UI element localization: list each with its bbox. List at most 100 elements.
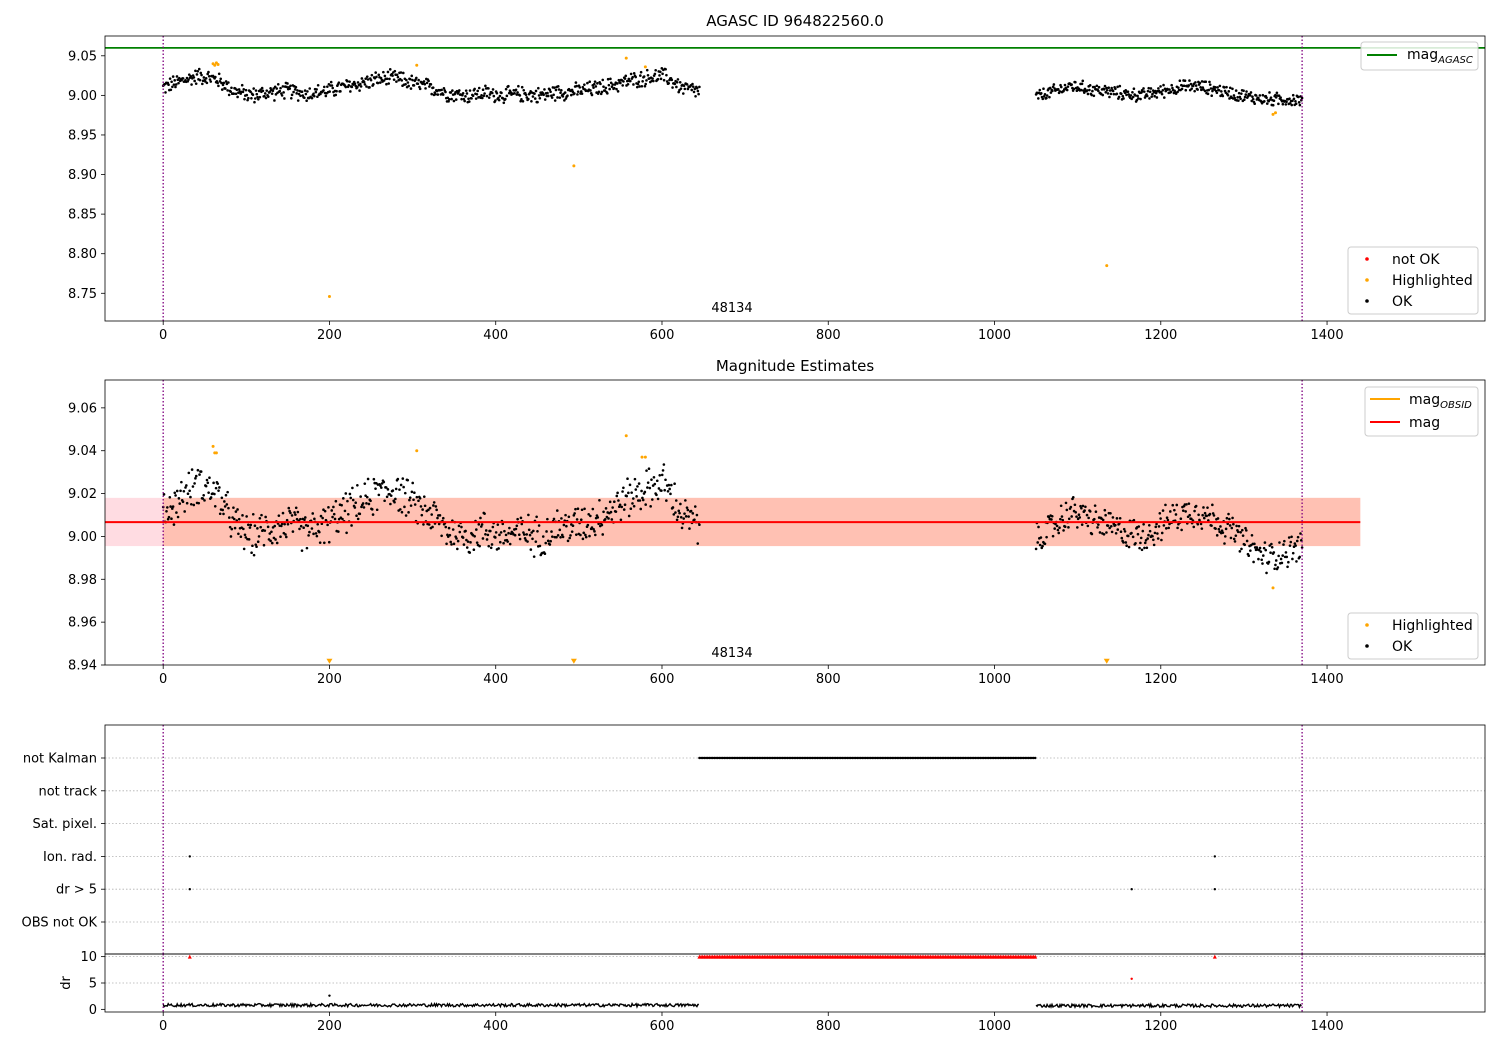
- ok-point: [351, 498, 355, 502]
- ok-point: [450, 97, 453, 101]
- ok-point: [516, 91, 519, 94]
- ok-point: [209, 496, 213, 499]
- ok-point: [266, 525, 270, 529]
- ok-point: [303, 89, 307, 92]
- ok-point: [1125, 544, 1128, 548]
- flag-point: [1130, 888, 1133, 891]
- ok-point: [300, 549, 304, 552]
- ok-point: [1160, 538, 1163, 542]
- ok-point: [610, 85, 614, 89]
- ok-point: [164, 91, 167, 94]
- ok-point: [415, 495, 419, 499]
- ok-point: [1112, 92, 1116, 96]
- y-tick-label: 8.94: [68, 659, 97, 674]
- ok-point: [1103, 508, 1107, 512]
- ok-point: [240, 83, 244, 87]
- ok-point: [1149, 87, 1153, 90]
- ok-point: [205, 81, 209, 85]
- ok-point: [671, 86, 674, 89]
- legend-marker: [1365, 257, 1369, 261]
- legend-marker: [1365, 299, 1369, 303]
- flag-point: [929, 756, 932, 760]
- flag-point: [811, 756, 814, 760]
- ok-point: [1233, 540, 1237, 543]
- ok-point: [216, 81, 219, 85]
- ok-point: [249, 90, 252, 94]
- flag-point: [989, 756, 992, 760]
- ok-point: [1051, 85, 1055, 89]
- ok-point: [650, 478, 653, 481]
- ok-point: [389, 502, 392, 506]
- ok-point: [497, 98, 501, 102]
- ok-point: [629, 72, 633, 76]
- ok-point: [668, 487, 671, 491]
- ok-point: [366, 477, 370, 481]
- ok-point: [403, 505, 406, 509]
- ok-point: [223, 500, 226, 503]
- dr-series: [162, 1001, 699, 1009]
- ok-point: [657, 487, 661, 490]
- ok-point: [221, 83, 225, 87]
- flag-point: [920, 756, 924, 760]
- ok-point: [1202, 506, 1205, 509]
- ok-point: [1252, 560, 1255, 564]
- flag-point: [817, 756, 821, 760]
- flag-point: [907, 756, 911, 760]
- ok-point: [1182, 84, 1186, 88]
- ok-point: [656, 77, 660, 81]
- ok-point: [285, 518, 289, 522]
- ok-point: [1088, 88, 1091, 92]
- ok-point: [331, 86, 335, 90]
- ok-point: [604, 86, 608, 90]
- ok-point: [245, 93, 249, 97]
- ok-point: [637, 482, 641, 485]
- ok-point: [421, 508, 424, 511]
- ok-point: [464, 89, 468, 92]
- ok-point: [1051, 89, 1054, 93]
- ok-point: [377, 73, 381, 77]
- ok-point: [513, 92, 516, 95]
- ok-point: [1196, 88, 1199, 91]
- flag-point: [861, 756, 864, 760]
- ok-point: [241, 514, 244, 517]
- ok-point: [194, 477, 197, 480]
- ok-point: [359, 82, 362, 86]
- x-tick-label: 400: [483, 1019, 508, 1034]
- ok-point: [170, 80, 173, 84]
- ok-point: [1078, 516, 1082, 519]
- ok-point: [599, 82, 602, 86]
- ok-point: [1294, 99, 1297, 103]
- ok-point: [1080, 82, 1084, 86]
- ok-point: [434, 92, 437, 96]
- ok-point: [1122, 97, 1125, 100]
- ok-point: [514, 527, 518, 531]
- ok-point: [383, 499, 386, 503]
- ok-point: [647, 467, 651, 470]
- ok-point: [469, 541, 472, 544]
- ok-point: [232, 92, 236, 95]
- ok-point: [1229, 536, 1233, 540]
- ok-point: [424, 87, 427, 90]
- ok-point: [1086, 92, 1090, 96]
- ok-point: [1146, 537, 1149, 540]
- ok-point: [218, 486, 221, 489]
- ok-point: [1220, 90, 1223, 93]
- ok-point: [599, 92, 603, 96]
- ok-point: [1105, 88, 1109, 92]
- ok-point: [1156, 537, 1160, 540]
- ok-point: [441, 93, 445, 96]
- ok-point: [399, 508, 402, 511]
- flag-point: [934, 756, 937, 760]
- ok-point: [1136, 94, 1139, 98]
- flag-point: [801, 756, 804, 760]
- ok-point: [1104, 513, 1107, 517]
- ok-point: [392, 78, 396, 81]
- ok-point: [1115, 92, 1119, 96]
- ok-point: [1090, 532, 1094, 536]
- ok-point: [207, 74, 211, 78]
- flag-point: [881, 756, 884, 760]
- panel-agasc-title: AGASC ID 964822560.0: [706, 12, 884, 30]
- ok-point: [1114, 531, 1118, 535]
- ok-point: [696, 542, 700, 545]
- ok-point: [220, 88, 224, 91]
